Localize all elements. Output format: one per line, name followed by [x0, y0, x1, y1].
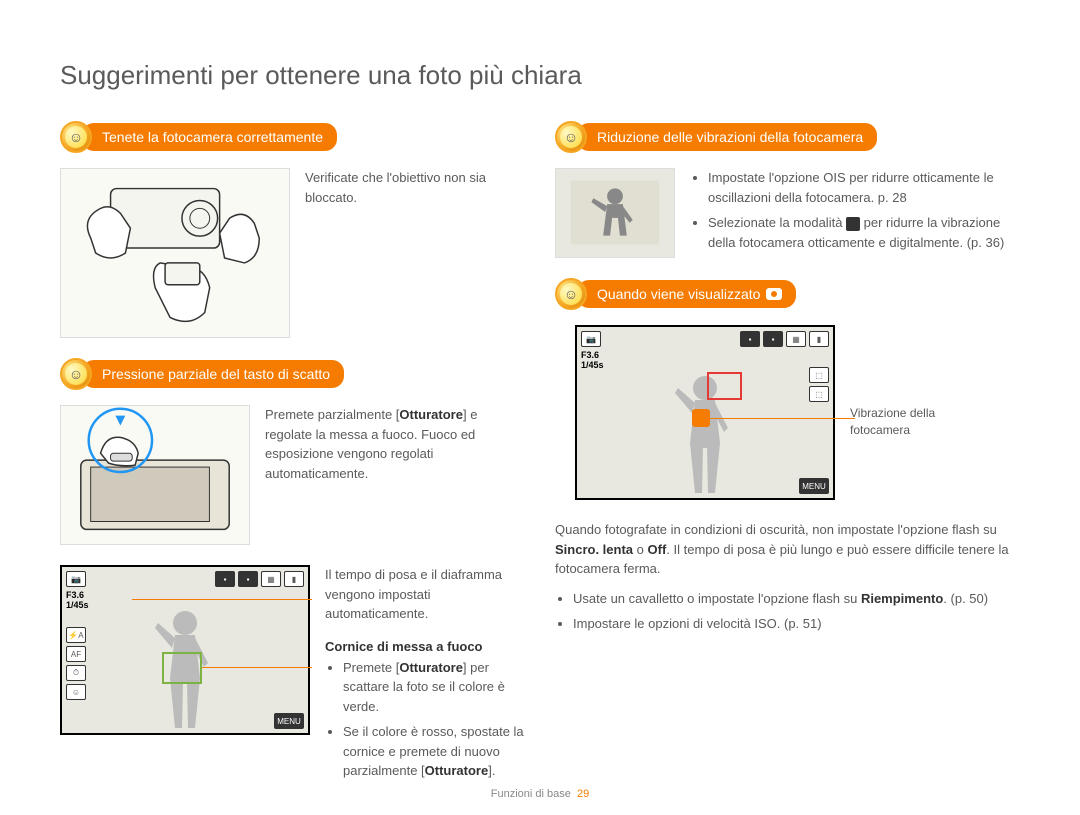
battery-icon: ▮ [284, 571, 304, 587]
focus-frame-green [162, 652, 202, 684]
section-half-press: ☺ Pressione parziale del tasto di scatto [60, 358, 525, 390]
callout-line [710, 418, 855, 419]
dark-bullets: Usate un cavalletto o impostate l'opzion… [555, 589, 1020, 634]
section-label-vibration: Riduzione delle vibrazioni della fotocam… [577, 123, 877, 151]
shake-icon [692, 409, 710, 427]
bullet-item: Se il colore è rosso, spostate la cornic… [343, 722, 525, 781]
when-shown-row: 📷 F3.6 1/45s ▪ ▪ ▦ ▮ ⬚ ⬚ MENU [555, 325, 1020, 500]
lcd-top-right-icons: ▪ ▪ ▦ ▮ [215, 571, 304, 587]
half-press-row: Premete parzialmente [Otturatore] e rego… [60, 405, 525, 545]
shake-warning-icon [766, 288, 782, 300]
illustration-blur-preview [555, 168, 675, 258]
bullet-item: Usate un cavalletto o impostate l'opzion… [573, 589, 1020, 609]
battery-icon: ▮ [809, 331, 829, 347]
lcd-callouts: Il tempo di posa e il diaframma vengono … [325, 565, 525, 787]
section-label-when-shown: Quando viene visualizzato [577, 280, 796, 308]
hold-camera-text: Verificate che l'obiettivo non sia blocc… [305, 168, 525, 207]
section-label-halfpress: Pressione parziale del tasto di scatto [82, 360, 344, 388]
illustration-hands-camera [60, 168, 290, 338]
smiley-icon: ☺ [60, 121, 92, 153]
lcd-side-icons: ⬚ ⬚ [809, 367, 829, 402]
lcd-top-left-icons: 📷 [581, 331, 601, 347]
ois-icon: ⬚ [809, 367, 829, 383]
hand-mode-icon [846, 217, 860, 231]
lcd-exposure-readout: F3.6 1/45s [66, 591, 89, 611]
lcd-top-right-icons: ▪ ▪ ▦ ▮ [740, 331, 829, 347]
callout-line [132, 599, 312, 600]
card-icon: ▪ [763, 331, 783, 347]
lcd-preview-left: 📷 F3.6 1/45s ⚡A AF ⏱ ☺ ▪ ▪ ▦ ▮ [60, 565, 310, 735]
smiley-icon: ☺ [60, 358, 92, 390]
smiley-icon: ☺ [555, 121, 587, 153]
quality-icon: ▦ [261, 571, 281, 587]
card-icon: ▪ [238, 571, 258, 587]
main-columns: ☺ Tenete la fotocamera correttamente Ver… [60, 121, 1020, 807]
lcd-row: 📷 F3.6 1/45s ⚡A AF ⏱ ☺ ▪ ▪ ▦ ▮ [60, 565, 525, 787]
right-column: ☺ Riduzione delle vibrazioni della fotoc… [555, 121, 1020, 807]
bullet-item: Impostate l'opzione OIS per ridurre otti… [708, 168, 1020, 207]
mode-icon: 📷 [581, 331, 601, 347]
focus-frame-heading: Cornice di messa a fuoco [325, 639, 525, 654]
left-column: ☺ Tenete la fotocamera correttamente Ver… [60, 121, 525, 807]
flash-auto-icon: ⚡A [66, 627, 86, 643]
bullet-item: Premete [Otturatore] per scattare la fot… [343, 658, 525, 717]
timer-icon: ⏱ [66, 665, 86, 681]
card-icon: ▪ [740, 331, 760, 347]
quality-icon: ▦ [786, 331, 806, 347]
lcd-menu-icon: MENU [274, 713, 304, 729]
lcd-top-left-icons: 📷 [66, 571, 86, 587]
shake-callout-text: Vibrazione della fotocamera [850, 405, 970, 439]
hold-camera-row: Verificate che l'obiettivo non sia blocc… [60, 168, 525, 338]
vibration-bullets: Impostate l'opzione OIS per ridurre otti… [690, 168, 1020, 258]
bullet-item: Impostare le opzioni di velocità ISO. (p… [573, 614, 1020, 634]
card-icon: ▪ [215, 571, 235, 587]
section-hold-camera: ☺ Tenete la fotocamera correttamente [60, 121, 525, 153]
lcd-preview-right: 📷 F3.6 1/45s ▪ ▪ ▦ ▮ ⬚ ⬚ MENU [575, 325, 835, 500]
page-title: Suggerimenti per ottenere una foto più c… [60, 60, 1020, 91]
bullet-item: Selezionate la modalità per ridurre la v… [708, 213, 1020, 252]
focus-frame-red [707, 372, 742, 400]
face-icon: ☺ [66, 684, 86, 700]
smiley-icon: ☺ [555, 278, 587, 310]
af-icon: AF [66, 646, 86, 662]
section-label-hold: Tenete la fotocamera correttamente [82, 123, 337, 151]
vibration-row: Impostate l'opzione OIS per ridurre otti… [555, 168, 1020, 258]
half-press-text: Premete parzialmente [Otturatore] e rego… [265, 405, 525, 483]
page-footer: Funzioni di base 29 [0, 788, 1080, 800]
lcd-menu-icon: MENU [799, 478, 829, 494]
exposure-callout-text: Il tempo di posa e il diaframma vengono … [325, 565, 525, 624]
illustration-half-press [60, 405, 250, 545]
ois-icon: ⬚ [809, 386, 829, 402]
focus-frame-bullets: Premete [Otturatore] per scattare la fot… [325, 658, 525, 781]
dark-conditions-text: Quando fotografate in condizioni di oscu… [555, 520, 1020, 579]
mode-icon: 📷 [66, 571, 86, 587]
menu-icon: MENU [274, 713, 304, 729]
lcd-flash-icons: ⚡A AF ⏱ ☺ [66, 627, 86, 700]
section-when-shown: ☺ Quando viene visualizzato [555, 278, 1020, 310]
section-reduce-vibration: ☺ Riduzione delle vibrazioni della fotoc… [555, 121, 1020, 153]
menu-icon: MENU [799, 478, 829, 494]
callout-line [202, 667, 312, 668]
lcd-exposure-readout: F3.6 1/45s [581, 351, 604, 371]
